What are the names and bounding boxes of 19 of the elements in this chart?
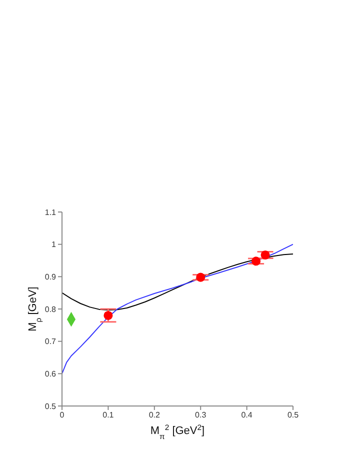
x-tick-label: 0 (60, 410, 65, 420)
x-tick-label: 0.4 (241, 410, 253, 420)
y-tick-label: 1.1 (44, 208, 57, 217)
x-tick-label: 0.1 (102, 410, 114, 420)
y-tick-label: 1 (52, 240, 57, 250)
y-tick-label: 0.6 (44, 370, 57, 379)
line-series (62, 244, 293, 374)
x-tick-label: 0.5 (287, 410, 300, 420)
x-tick-label: 0.2 (148, 410, 161, 420)
point (104, 310, 113, 320)
point (196, 272, 206, 282)
x-tick-label: 0.3 (195, 410, 207, 420)
x-axis-title: M$_{π}$$^{2}$ [GeV$^{2}$] (150, 422, 205, 440)
point (252, 256, 261, 266)
y-tick-label: 0.9 (44, 272, 57, 282)
y-tick-label: 0.7 (44, 337, 57, 346)
y-tick-label: 0.5 (44, 402, 57, 411)
point (260, 250, 270, 260)
y-tick-label: 0.8 (44, 304, 57, 314)
